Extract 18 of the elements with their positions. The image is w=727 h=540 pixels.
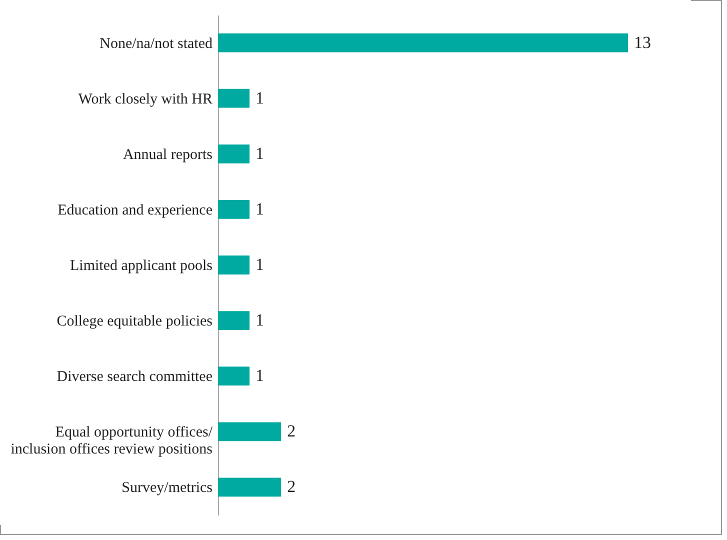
y-tick-label: Survey/metrics — [122, 480, 213, 496]
data-label: 2 — [287, 422, 296, 441]
y-tick-label: Diverse search committee — [56, 369, 213, 386]
data-label: 1 — [256, 366, 264, 386]
data-label: 1 — [256, 310, 264, 330]
data-label: 1 — [256, 255, 264, 274]
y-tick-label: Equal opportunity offices/ inclusion offices review positions — [10, 424, 214, 458]
data-label: 1 — [256, 199, 264, 218]
data-label: 2 — [287, 477, 296, 496]
data-label: 13 — [634, 32, 651, 52]
y-tick-label: Work closely with HR — [78, 91, 212, 108]
y-tick-label: None/na/not stated — [100, 36, 213, 52]
data-label: 1 — [256, 144, 264, 163]
y-tick-label: Education and experience — [58, 202, 213, 218]
y-tick-label: Annual reports — [122, 146, 213, 163]
y-tick-label: College equitable policies — [56, 314, 213, 330]
data-label: 1 — [256, 88, 264, 108]
y-tick-label: Limited applicant pools — [70, 258, 213, 274]
